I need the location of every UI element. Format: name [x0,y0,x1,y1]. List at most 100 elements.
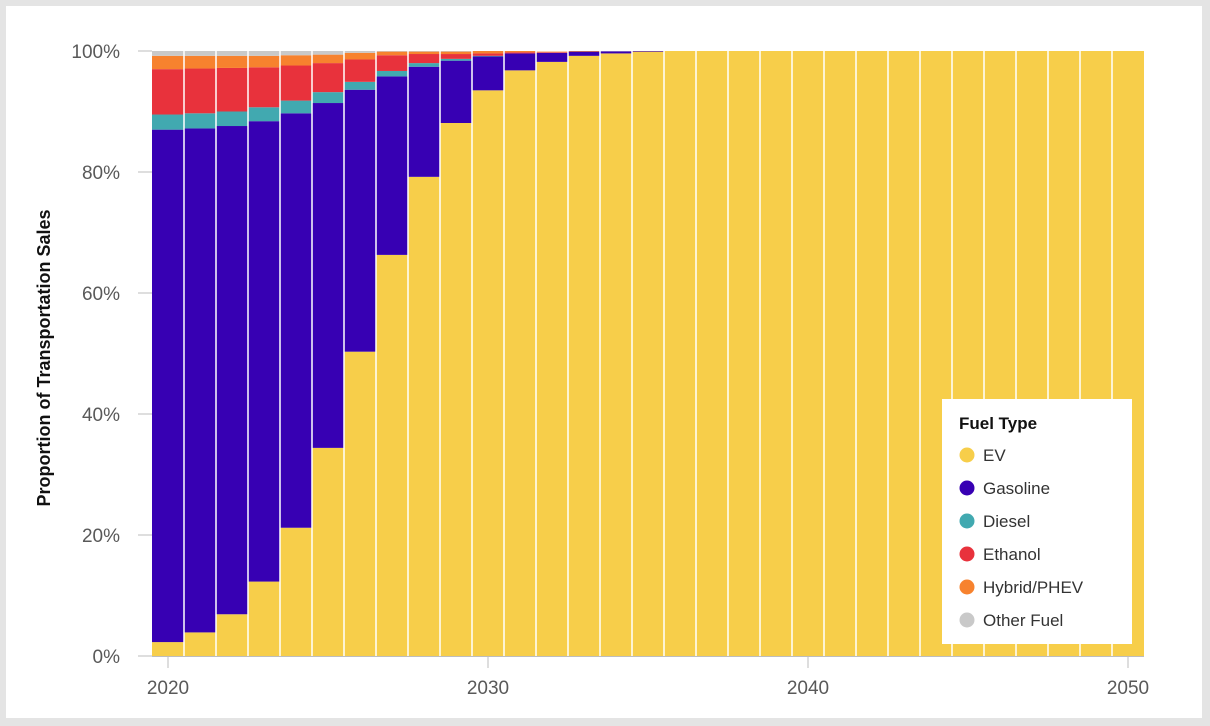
bar-segment-gasoline-2035 [632,51,664,52]
bar-segment-other-fuel-2025 [312,51,344,55]
legend-swatch-gasoline [959,480,975,496]
legend-swatch-hybrid-phev [959,579,975,595]
legend-label-gasoline: Gasoline [983,479,1050,498]
bar-segment-diesel-2023 [248,107,280,122]
legend-swatch-other-fuel [959,612,975,628]
bar-segment-gasoline-2030 [472,56,504,91]
bar-segment-ethanol-2028 [408,54,440,64]
bar-segment-hybrid-phev-2028 [408,51,440,55]
bar-segment-other-fuel-2022 [216,51,248,56]
bar-segment-ethanol-2026 [344,59,376,82]
chart-panel: 0% 20% 40% 60% 80% 100% 2020 2030 2040 2050 Prop… [6,6,1202,718]
y-tick-label: 80% [82,163,120,184]
stacked-bar-chart: 0% 20% 40% 60% 80% 100% 2020 2030 2040 2050 Prop… [34,42,1149,699]
x-axis-ticks: 2020 2030 2040 2050 [147,656,1149,699]
x-tick-label: 2030 [467,678,509,699]
bar-segment-gasoline-2034 [600,51,632,54]
bar-segment-hybrid-phev-2030 [472,51,504,54]
y-tick-label: 100% [71,42,120,63]
bar-segment-ethanol-2024 [280,65,312,101]
legend-label-diesel: Diesel [983,512,1030,531]
bar-segment-ethanol-2031 [504,52,536,54]
bar-segment-diesel-2021 [184,113,216,129]
bar-segment-ev-2031 [504,70,536,657]
bar-segment-other-fuel-2021 [184,51,216,56]
bar-segment-hybrid-phev-2022 [216,55,248,68]
bar-segment-ev-2029 [440,123,472,656]
bar-segment-ev-2023 [248,581,280,656]
bar-segment-ev-2024 [280,527,312,656]
bars-group [152,51,1144,657]
bar-segment-hybrid-phev-2029 [440,51,472,55]
y-axis-ticks: 0% 20% 40% 60% 80% 100% [71,42,152,668]
legend-label-ev: EV [983,446,1006,465]
bar-segment-diesel-2026 [344,81,376,90]
bar-segment-ethanol-2023 [248,67,280,108]
bar-segment-ev-2041 [824,51,856,656]
bar-segment-hybrid-phev-2023 [248,55,280,68]
y-tick-label: 0% [93,647,121,668]
bar-segment-other-fuel-2024 [280,51,312,56]
bar-segment-gasoline-2021 [184,128,216,633]
bar-segment-diesel-2027 [376,70,408,77]
bar-segment-ev-2025 [312,447,344,656]
bar-segment-ev-2034 [600,53,632,657]
bar-segment-other-fuel-2027 [376,51,408,52]
bar-segment-gasoline-2023 [248,121,280,582]
bar-segment-ev-2032 [536,61,568,656]
bar-segment-ev-2028 [408,176,440,656]
bar-segment-diesel-2025 [312,92,344,104]
bar-segment-ev-2026 [344,351,376,656]
bar-segment-gasoline-2031 [504,53,536,71]
bar-segment-ethanol-2029 [440,54,472,59]
bar-segment-hybrid-phev-2025 [312,54,344,64]
legend-label-other-fuel: Other Fuel [983,611,1063,630]
bar-segment-gasoline-2028 [408,66,440,177]
bar-segment-ethanol-2032 [536,52,568,53]
bar-segment-gasoline-2020 [152,129,184,643]
bar-segment-gasoline-2024 [280,113,312,528]
bar-segment-ev-2033 [568,55,600,656]
x-tick-label: 2040 [787,678,829,699]
bar-segment-ethanol-2022 [216,67,248,112]
bar-segment-ev-2036 [664,51,696,656]
bar-segment-other-fuel-2029 [440,51,472,52]
bar-segment-ev-2035 [632,51,664,657]
legend-swatch-ethanol [959,546,975,562]
bar-segment-hybrid-phev-2031 [504,51,536,53]
bar-segment-ethanol-2027 [376,55,408,71]
legend-items: EV Gasoline Diesel Ethanol Hybrid/PHEV Other … [959,446,1084,630]
bar-segment-gasoline-2029 [440,60,472,123]
legend-swatch-diesel [959,513,975,529]
bar-segment-ethanol-2021 [184,68,216,114]
bar-segment-diesel-2029 [440,58,472,61]
bar-segment-ethanol-2030 [472,53,504,56]
bar-segment-diesel-2022 [216,111,248,127]
bar-segment-ev-2021 [184,632,216,656]
legend: Fuel Type EV Gasoline Diesel Ethanol Hybrid/… [942,399,1132,644]
bar-segment-ev-2020 [152,642,184,656]
bar-segment-diesel-2028 [408,63,440,67]
bar-segment-hybrid-phev-2026 [344,52,376,60]
bar-segment-other-fuel-2026 [344,51,376,53]
bar-segment-hybrid-phev-2020 [152,55,184,70]
bar-segment-ethanol-2020 [152,69,184,115]
bar-segment-other-fuel-2023 [248,51,280,56]
bar-segment-hybrid-phev-2027 [376,51,408,56]
bar-segment-ev-2043 [888,51,920,656]
legend-swatch-ev [959,447,975,463]
bar-segment-ev-2042 [856,51,888,656]
bar-segment-ethanol-2025 [312,63,344,93]
bar-segment-ev-2037 [696,51,728,656]
y-tick-label: 60% [82,284,120,305]
x-tick-label: 2020 [147,678,189,699]
bar-segment-gasoline-2026 [344,89,376,352]
bar-segment-diesel-2030 [472,55,504,57]
y-tick-label: 20% [82,526,120,547]
bar-segment-ev-2038 [728,51,760,656]
bar-segment-gasoline-2025 [312,103,344,448]
bar-segment-ev-2027 [376,254,408,656]
bar-segment-diesel-2020 [152,114,184,130]
bar-segment-hybrid-phev-2032 [536,51,568,53]
y-tick-label: 40% [82,405,120,426]
